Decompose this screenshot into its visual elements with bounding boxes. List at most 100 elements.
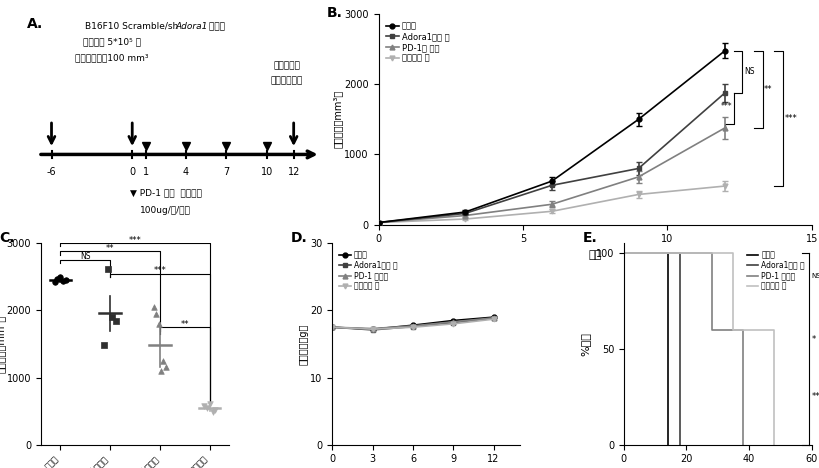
联合干预 组 <box>408 324 418 330</box>
对照组 <box>408 322 418 328</box>
PD-1 单抗组 <box>488 315 498 321</box>
Legend: 对照组, Adora1敲降 组, PD-1 单抗组, 联合干预 组: 对照组, Adora1敲降 组, PD-1 单抗组, 联合干预 组 <box>336 247 400 294</box>
Text: ▼ PD-1 单抗  腹腔注射: ▼ PD-1 单抗 腹腔注射 <box>129 189 201 198</box>
Point <box>150 310 163 317</box>
对照组 <box>488 314 498 320</box>
Text: 进行数据分析: 进行数据分析 <box>270 76 303 86</box>
Adora1敲降 组 <box>488 316 498 322</box>
Adora1敲降 组 <box>675 250 685 256</box>
Text: 12: 12 <box>287 167 300 177</box>
联合干预 组 <box>488 316 498 322</box>
Line: PD-1 单抗组: PD-1 单抗组 <box>623 253 742 445</box>
Line: Adora1敲降 组: Adora1敲降 组 <box>623 253 680 445</box>
Text: A.: A. <box>27 17 43 31</box>
Point <box>206 409 219 416</box>
对照组 <box>448 318 458 323</box>
Point <box>200 404 213 411</box>
Text: 0: 0 <box>129 167 135 177</box>
PD-1 单抗组 <box>618 250 628 256</box>
Y-axis label: 小鼠体重（g）: 小鼠体重（g） <box>299 323 309 365</box>
对照组 <box>618 250 628 256</box>
Point <box>51 275 64 283</box>
Adora1敲降 组 <box>675 442 685 447</box>
Text: ***: *** <box>153 266 166 275</box>
联合干预 组 <box>618 250 628 256</box>
联合干预 组 <box>327 324 337 330</box>
Text: E.: E. <box>581 231 596 245</box>
X-axis label: 天数: 天数 <box>588 250 601 260</box>
Adora1敲降 组 <box>327 324 337 330</box>
对照组 <box>662 442 672 447</box>
Point <box>110 317 123 324</box>
Text: *: * <box>811 335 815 344</box>
Adora1敲降 组 <box>367 327 377 333</box>
Y-axis label: %生存: %生存 <box>579 332 590 356</box>
PD-1 单抗组 <box>737 442 747 447</box>
Text: -6: -6 <box>47 167 57 177</box>
Text: ***: *** <box>720 102 731 111</box>
联合干预 组 <box>727 327 737 332</box>
Point <box>60 276 73 283</box>
Text: 细胞株: 细胞株 <box>206 22 225 31</box>
Point <box>102 265 115 272</box>
Point <box>106 314 119 321</box>
PD-1 单抗组 <box>327 324 337 330</box>
Line: 对照组: 对照组 <box>623 253 667 445</box>
Point <box>197 402 210 410</box>
Text: ***: *** <box>784 114 796 123</box>
Text: 100ug/次/小鼠: 100ug/次/小鼠 <box>140 206 191 215</box>
Line: Adora1敲降 组: Adora1敲降 组 <box>329 316 495 332</box>
Legend: 对照组, Adora1敲降 组, PD-1 单抗组, 联合干预 组: 对照组, Adora1敲降 组, PD-1 单抗组, 联合干预 组 <box>743 247 807 294</box>
Line: 联合干预 组: 联合干预 组 <box>623 253 773 445</box>
Text: **: ** <box>763 85 771 94</box>
Y-axis label: 肿瘤体积（mm³）: 肿瘤体积（mm³） <box>0 315 5 373</box>
Line: 联合干预 组: 联合干预 组 <box>329 317 495 332</box>
Point <box>54 273 67 281</box>
Point <box>97 342 111 349</box>
Text: 获取肿瘤并: 获取肿瘤并 <box>274 61 300 70</box>
Text: **: ** <box>180 320 188 329</box>
Point <box>57 277 70 285</box>
PD-1 单抗组 <box>408 323 418 329</box>
Line: 对照组: 对照组 <box>329 314 495 332</box>
Text: B16F10 Scramble/sh: B16F10 Scramble/sh <box>85 22 179 31</box>
Text: 分别注射 5*10⁵ 个: 分别注射 5*10⁵ 个 <box>83 37 141 46</box>
Text: D.: D. <box>291 231 307 245</box>
Point <box>147 303 161 311</box>
Text: 4: 4 <box>183 167 189 177</box>
Point <box>152 320 165 328</box>
联合干预 组 <box>768 327 778 332</box>
PD-1 单抗组 <box>706 250 716 256</box>
对照组 <box>662 250 672 256</box>
PD-1 单抗组 <box>737 327 747 332</box>
PD-1 单抗组 <box>706 327 716 332</box>
Text: NS: NS <box>811 273 819 279</box>
Text: NS: NS <box>743 67 753 76</box>
Point <box>159 364 172 371</box>
Text: 肿瘤生长至约100 mm³: 肿瘤生长至约100 mm³ <box>75 53 148 62</box>
Adora1敲降 组 <box>408 324 418 329</box>
对照组 <box>367 326 377 332</box>
联合干预 组 <box>448 321 458 327</box>
Text: B.: B. <box>326 6 342 20</box>
Adora1敲降 组 <box>618 250 628 256</box>
Text: **: ** <box>106 244 115 253</box>
Point <box>209 406 222 413</box>
Text: C.: C. <box>0 231 15 245</box>
Line: PD-1 单抗组: PD-1 单抗组 <box>329 315 495 331</box>
Text: Adora1: Adora1 <box>175 22 207 31</box>
Legend: 对照组, Adora1敲降 组, PD-1单 抗组, 联合干预 组: 对照组, Adora1敲降 组, PD-1单 抗组, 联合干预 组 <box>382 18 452 66</box>
Point <box>48 278 61 285</box>
Text: ***: *** <box>129 236 141 245</box>
联合干预 组 <box>768 442 778 447</box>
Point <box>156 357 170 365</box>
Point <box>154 367 167 374</box>
对照组 <box>327 324 337 330</box>
PD-1 单抗组 <box>448 319 458 325</box>
Text: 7: 7 <box>223 167 229 177</box>
Text: NS: NS <box>80 252 90 262</box>
联合干预 组 <box>727 250 737 256</box>
Text: 1: 1 <box>143 167 148 177</box>
PD-1 单抗组 <box>367 326 377 331</box>
Y-axis label: 肿瘤体积（mm³）: 肿瘤体积（mm³） <box>333 90 342 148</box>
